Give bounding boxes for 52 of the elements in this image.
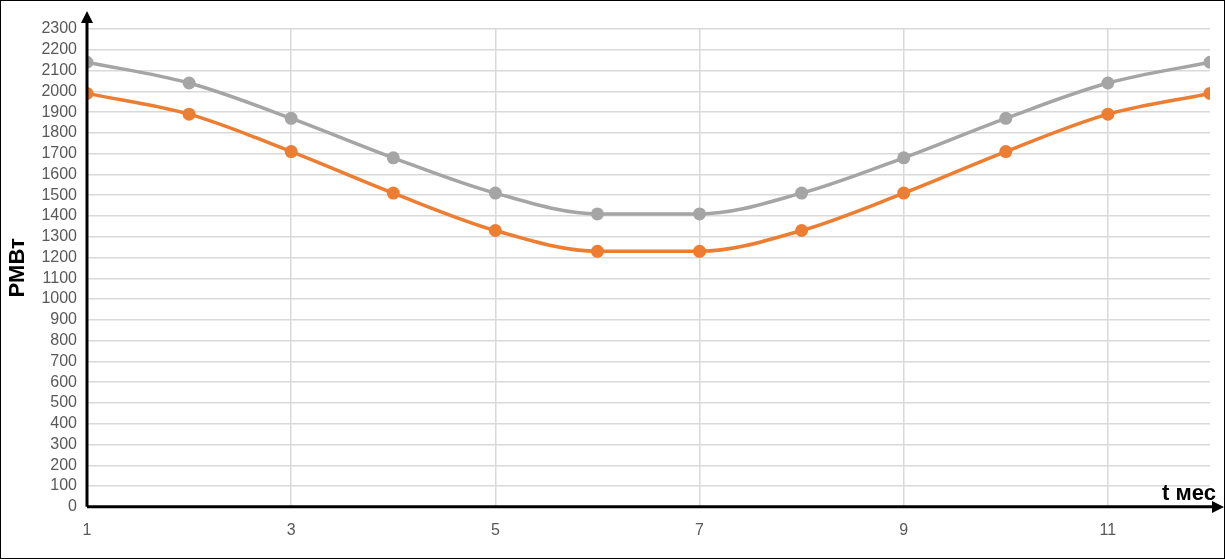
point [897,151,911,165]
point [284,145,298,159]
y-tick-label: 1200 [41,247,78,265]
y-tick-label: 2000 [41,81,78,99]
point [284,111,298,125]
x-tick-label: 7 [695,520,705,538]
y-tick-label: 1300 [41,227,78,245]
point [590,244,604,258]
point [999,145,1013,159]
x-tick-label: 1 [82,520,92,538]
x-tick-label: 9 [899,520,909,538]
point [182,107,196,121]
x-tick-label: 5 [490,520,500,538]
point [590,207,604,221]
y-tick-label: 500 [50,393,78,411]
y-tick-label: 1600 [41,164,78,182]
y-tick-label: 0 [68,497,78,515]
point [999,111,1013,125]
y-tick-label: 1500 [41,185,78,203]
y-tick-label: 700 [50,351,78,369]
y-tick-label: 900 [50,310,78,328]
y-tick-label: 1900 [41,102,78,120]
point [1101,76,1115,90]
point [897,186,911,200]
point [1101,107,1115,121]
y-tick-label: 1700 [41,144,78,162]
y-tick-label: 1800 [41,123,78,141]
y-axis-title: PМВт [4,237,30,298]
y-tick-label: 2200 [41,40,78,58]
point [488,224,502,238]
y-tick-label: 600 [50,372,78,390]
point [182,76,196,90]
x-tick-label: 11 [1099,520,1117,538]
point [795,186,809,200]
y-tick-label: 200 [50,455,78,473]
y-tick-label: 1000 [41,289,78,307]
y-tick-label: 100 [50,476,78,494]
y-tick-label: 1400 [41,206,78,224]
x-axis-title: t мес [1162,479,1216,505]
y-tick-label: 1100 [42,268,78,286]
y-tick-label: 400 [50,414,78,432]
point [693,207,707,221]
y-tick-label: 300 [50,434,78,452]
point [795,224,809,238]
point [386,186,400,200]
y-tick-label: 800 [50,331,78,349]
point [693,244,707,258]
point [488,186,502,200]
point [386,151,400,165]
y-tick-label: 2100 [41,60,78,78]
y-tick-label: 2300 [41,19,78,37]
x-tick-label: 3 [286,520,296,538]
